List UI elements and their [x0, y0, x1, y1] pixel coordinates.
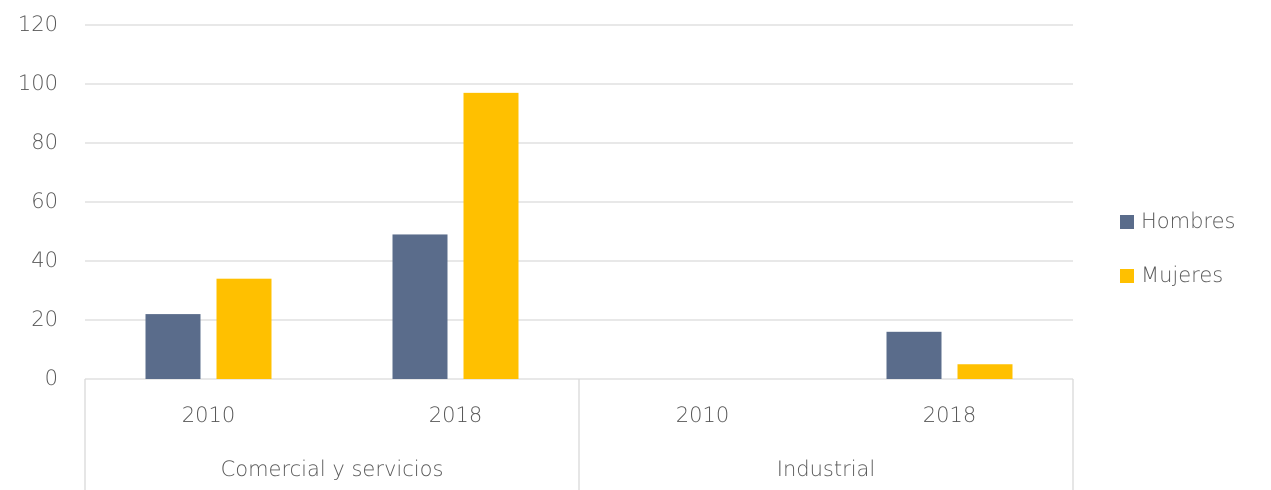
y-tick-label: 80: [31, 130, 58, 154]
group-label: Industrial: [777, 457, 876, 481]
legend-swatch: [1120, 269, 1134, 283]
bar: [392, 234, 448, 379]
y-tick-label: 100: [18, 71, 58, 95]
legend-label: Mujeres: [1141, 263, 1223, 287]
x-tick-label: 2018: [923, 403, 976, 427]
x-tick-label: 2010: [676, 403, 729, 427]
bar: [463, 92, 519, 379]
x-tick-label: 2010: [182, 403, 235, 427]
group-label: Comercial y servicios: [221, 457, 444, 481]
y-tick-label: 120: [18, 12, 58, 36]
bar: [145, 314, 201, 379]
legend-swatch: [1120, 215, 1134, 229]
legend-label: Hombres: [1141, 209, 1235, 233]
bar: [957, 364, 1013, 379]
bar: [886, 331, 942, 379]
bar: [216, 278, 272, 379]
y-tick-label: 60: [31, 189, 58, 213]
y-tick-label: 0: [45, 366, 58, 390]
y-tick-label: 20: [31, 307, 58, 331]
x-tick-label: 2018: [429, 403, 482, 427]
y-tick-label: 40: [31, 248, 58, 272]
